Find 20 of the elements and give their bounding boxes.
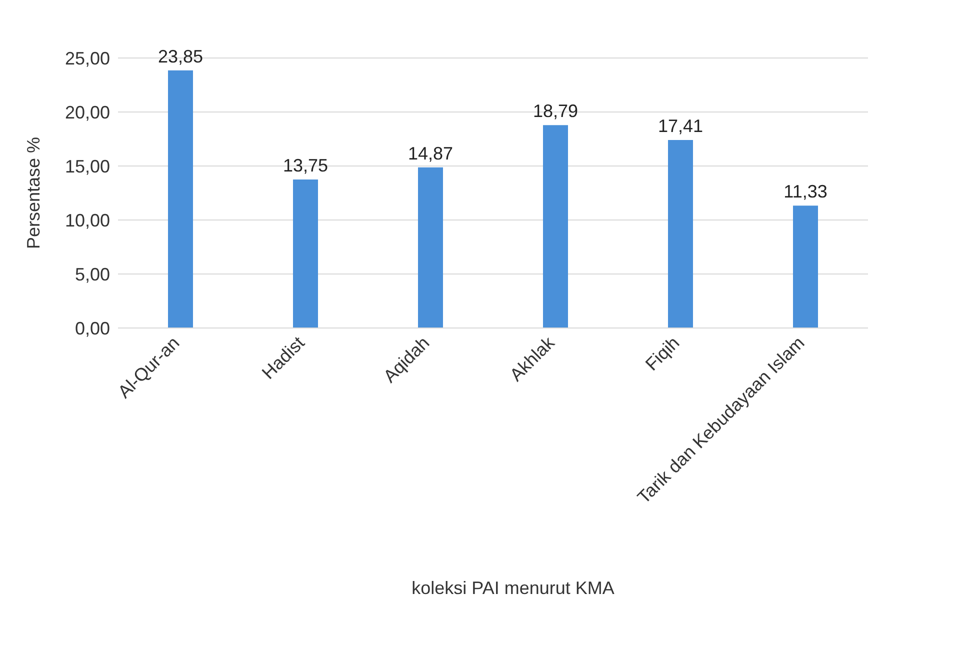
data-label: 23,85 xyxy=(158,46,204,66)
y-tick-label: 25,00 xyxy=(64,48,110,68)
bar xyxy=(418,167,443,328)
data-label: 13,75 xyxy=(282,156,328,176)
bar xyxy=(543,125,568,328)
x-axis-title: koleksi PAI menurut KMA xyxy=(410,578,616,599)
y-tick-label: 0,00 xyxy=(74,318,110,338)
y-tick-label: 10,00 xyxy=(64,210,110,230)
data-label: 17,41 xyxy=(658,116,704,136)
data-label: 11,33 xyxy=(784,182,828,202)
y-tick-label: 20,00 xyxy=(64,102,110,122)
data-label: 14,87 xyxy=(408,143,454,164)
bar xyxy=(168,70,193,328)
bar xyxy=(668,140,693,328)
data-label: 18,79 xyxy=(532,101,578,122)
bar xyxy=(293,180,318,328)
y-tick-label: 15,00 xyxy=(64,156,110,176)
y-tick-label: 5,00 xyxy=(74,264,110,284)
bar xyxy=(793,206,818,328)
y-axis-title: Persentase % xyxy=(23,136,44,250)
